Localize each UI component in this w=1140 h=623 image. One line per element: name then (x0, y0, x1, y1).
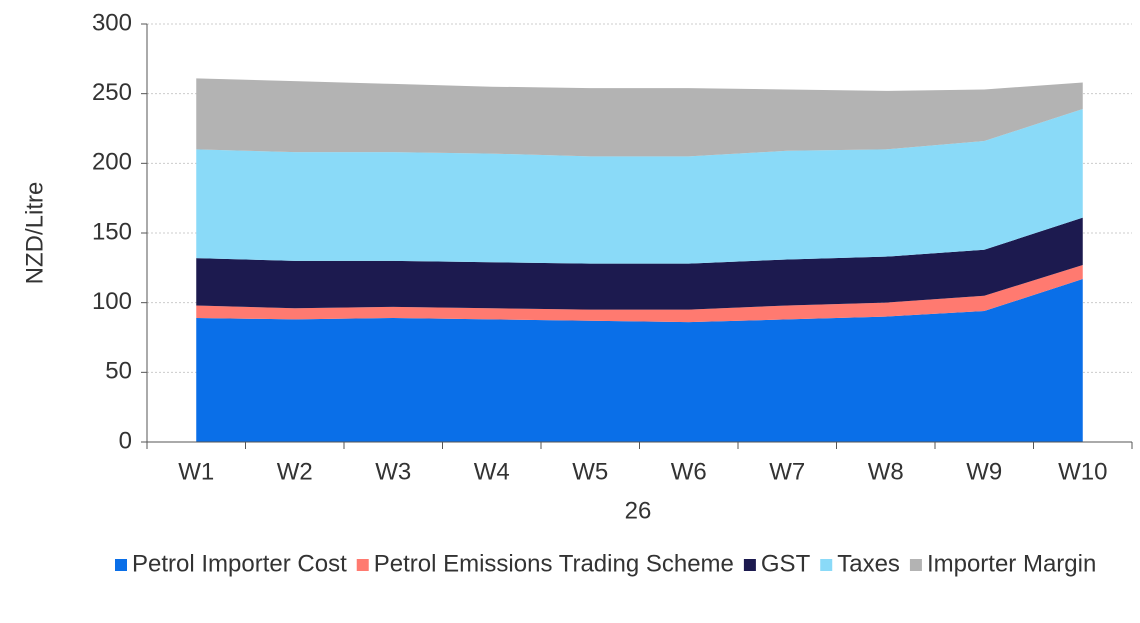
x-tick-label: W6 (671, 458, 707, 485)
legend-swatch (743, 559, 756, 571)
x-tick-label: W3 (375, 458, 411, 485)
y-tick-label: 150 (92, 218, 132, 245)
x-tick-label: W4 (474, 458, 510, 485)
area (196, 108, 1083, 264)
y-tick-label: 0 (119, 427, 132, 454)
x-tick-label: W7 (769, 458, 805, 485)
legend-swatch (820, 559, 833, 571)
legend-label: GST (761, 550, 811, 577)
x-tick-label: W1 (178, 458, 214, 485)
legend-label: Petrol Importer Cost (132, 550, 347, 577)
area (196, 78, 1083, 157)
x-tick-label: W9 (966, 458, 1002, 485)
y-tick-label: 250 (92, 79, 132, 106)
y-tick-label: 100 (92, 288, 132, 315)
legend-label: Importer Margin (927, 550, 1096, 577)
legend-swatch (909, 559, 922, 571)
x-tick-label: W2 (277, 458, 313, 485)
legend-label: Taxes (837, 550, 900, 577)
x-tick-label: W5 (572, 458, 608, 485)
y-tick-label: 200 (92, 149, 132, 176)
area (196, 265, 1083, 323)
x-tick-label: W10 (1058, 458, 1107, 485)
area (196, 278, 1083, 442)
legend-swatch (356, 559, 369, 571)
legend-swatch (115, 559, 127, 571)
legend: Petrol Importer Cost Petrol Emissions Tra… (115, 550, 1096, 577)
legend-label: Petrol Emissions Trading Scheme (374, 550, 734, 577)
x-axis-label: 26 (625, 497, 652, 524)
y-axis-label: NZD/Litre (21, 182, 48, 285)
y-tick-label: 300 (92, 9, 132, 36)
y-tick-label: 50 (105, 358, 132, 385)
x-tick-label: W8 (868, 458, 904, 485)
